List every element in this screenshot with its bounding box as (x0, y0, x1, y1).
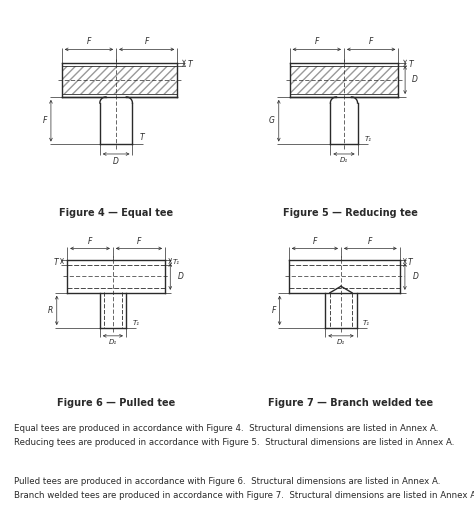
Bar (290, 66, 398, 94)
Text: Figure 4 — Equal tee: Figure 4 — Equal tee (59, 208, 173, 218)
Text: D₁: D₁ (340, 157, 348, 163)
Text: F: F (88, 237, 92, 246)
Text: Figure 5 — Reducing tee: Figure 5 — Reducing tee (283, 208, 418, 218)
Text: F: F (87, 37, 91, 46)
Text: T₁: T₁ (363, 320, 370, 326)
Text: Equal tees are produced in accordance with Figure 4.  Structural dimensions are : Equal tees are produced in accordance wi… (14, 424, 438, 433)
Text: F: F (271, 306, 276, 315)
Text: T: T (54, 258, 59, 267)
Text: F: F (368, 237, 373, 246)
Text: Branch welded tees are produced in accordance with Figure 7.  Structural dimensi: Branch welded tees are produced in accor… (14, 491, 474, 501)
Bar (62, 66, 177, 94)
Text: Pulled tees are produced in accordance with Figure 6.  Structural dimensions are: Pulled tees are produced in accordance w… (14, 477, 441, 486)
Text: F: F (369, 37, 374, 46)
Text: R: R (47, 306, 53, 315)
Text: F: F (137, 237, 141, 246)
Text: D: D (412, 76, 418, 84)
Text: T₁: T₁ (132, 320, 139, 326)
Text: F: F (315, 37, 319, 46)
Text: T: T (139, 134, 144, 142)
Text: F: F (313, 237, 317, 246)
Text: D: D (413, 272, 419, 281)
Text: T₁: T₁ (365, 136, 371, 142)
Text: F: F (145, 37, 149, 46)
Text: D₁: D₁ (337, 339, 345, 345)
Text: Figure 7 — Branch welded tee: Figure 7 — Branch welded tee (268, 398, 433, 408)
Text: D: D (178, 272, 184, 281)
Text: D: D (113, 157, 119, 167)
Text: Reducing tees are produced in accordance with Figure 5.  Structural dimensions a: Reducing tees are produced in accordance… (14, 438, 455, 448)
Text: T: T (188, 60, 193, 69)
Text: G: G (269, 116, 275, 125)
Text: D₁: D₁ (109, 339, 117, 345)
Text: T₁: T₁ (173, 260, 180, 265)
Text: Figure 6 — Pulled tee: Figure 6 — Pulled tee (57, 398, 175, 408)
Text: T: T (409, 60, 413, 69)
Text: F: F (43, 116, 47, 125)
Text: T: T (408, 258, 412, 267)
